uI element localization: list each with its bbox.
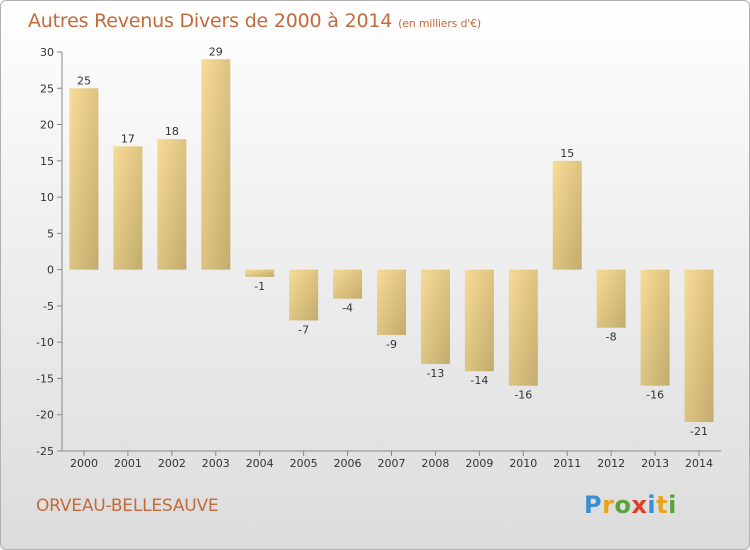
- data-label: -4: [342, 302, 353, 315]
- bar: [69, 88, 99, 270]
- proxiti-logo: Proxiti: [584, 491, 677, 519]
- y-tick-label: 5: [47, 227, 54, 240]
- y-tick-label: 20: [40, 119, 54, 132]
- logo-letter: x: [631, 491, 648, 519]
- logo-letter: i: [647, 491, 657, 519]
- commune-name: ORVEAU-BELLESAUVE: [36, 496, 219, 516]
- logo-letter: P: [584, 491, 603, 519]
- data-label: 18: [165, 125, 179, 138]
- data-label: -16: [646, 389, 664, 402]
- data-label: -8: [606, 331, 617, 344]
- bar: [464, 269, 494, 372]
- bar: [201, 59, 231, 270]
- data-label: 25: [77, 74, 91, 87]
- bar: [333, 269, 363, 299]
- x-tick-label: 2006: [334, 457, 362, 470]
- y-tick-label: 30: [40, 46, 54, 59]
- x-tick-label: 2013: [641, 457, 669, 470]
- x-tick-label: 2007: [378, 457, 406, 470]
- data-label: -14: [470, 374, 488, 387]
- chart-bars: [69, 59, 714, 422]
- y-tick-label: -25: [36, 445, 54, 458]
- x-tick-label: 2005: [290, 457, 318, 470]
- y-tick-label: -5: [43, 300, 54, 313]
- bar: [113, 146, 143, 270]
- data-label: -9: [386, 338, 397, 351]
- data-label: 29: [209, 45, 223, 58]
- y-tick-label: 10: [40, 191, 54, 204]
- y-tick-label: 0: [47, 264, 54, 277]
- bar: [377, 269, 406, 335]
- x-tick-label: 2009: [465, 457, 493, 470]
- data-label: -1: [254, 280, 265, 293]
- logo-letter: r: [602, 491, 615, 519]
- logo-letter: i: [668, 491, 677, 519]
- x-tick-label: 2011: [553, 457, 581, 470]
- data-label: 17: [121, 132, 135, 145]
- data-label: -21: [690, 425, 708, 438]
- x-tick-label: 2008: [421, 457, 449, 470]
- y-tick-label: -10: [36, 336, 54, 349]
- bar: [289, 269, 319, 321]
- logo-letter: o: [614, 491, 632, 519]
- y-tick-label: -15: [36, 372, 54, 385]
- chart-title-main: Autres Revenus Divers de 2000 à 2014: [28, 10, 393, 32]
- chart-subtitle: (en milliers d'€): [398, 17, 482, 30]
- data-label: -13: [426, 367, 444, 380]
- data-label: -7: [298, 323, 309, 336]
- x-tick-label: 2003: [202, 457, 230, 470]
- logo-letter: t: [656, 491, 669, 519]
- x-tick-label: 2002: [158, 457, 186, 470]
- x-tick-label: 2010: [509, 457, 537, 470]
- bar: [245, 269, 275, 277]
- bar: [684, 269, 714, 422]
- bar: [640, 269, 670, 386]
- x-tick-label: 2001: [114, 457, 142, 470]
- chart-data-labels: 25 17 18 29 -1 -7 -4 -9 -13 -14 -16 15 -8 -16 -21: [77, 45, 708, 438]
- y-tick-label: 25: [40, 82, 54, 95]
- data-label: -16: [514, 389, 532, 402]
- x-tick-label: 2014: [685, 457, 713, 470]
- bar: [552, 160, 582, 270]
- x-tick-label: 2004: [246, 457, 274, 470]
- x-tick-label: 2012: [597, 457, 625, 470]
- bar: [596, 269, 626, 328]
- bar: [157, 139, 187, 270]
- bar: [420, 269, 450, 364]
- chart-axes: 30 25 20 15 10 5 0 -5 -10 -15 -20 -25 2000 2001 2002 20…: [36, 46, 721, 470]
- bar: [508, 269, 538, 386]
- data-label: 15: [560, 147, 574, 160]
- x-tick-label: 2000: [70, 457, 98, 470]
- chart-title: Autres Revenus Divers de 2000 à 2014 (en …: [28, 10, 481, 32]
- y-tick-label: 15: [40, 155, 54, 168]
- y-tick-label: -20: [36, 409, 54, 422]
